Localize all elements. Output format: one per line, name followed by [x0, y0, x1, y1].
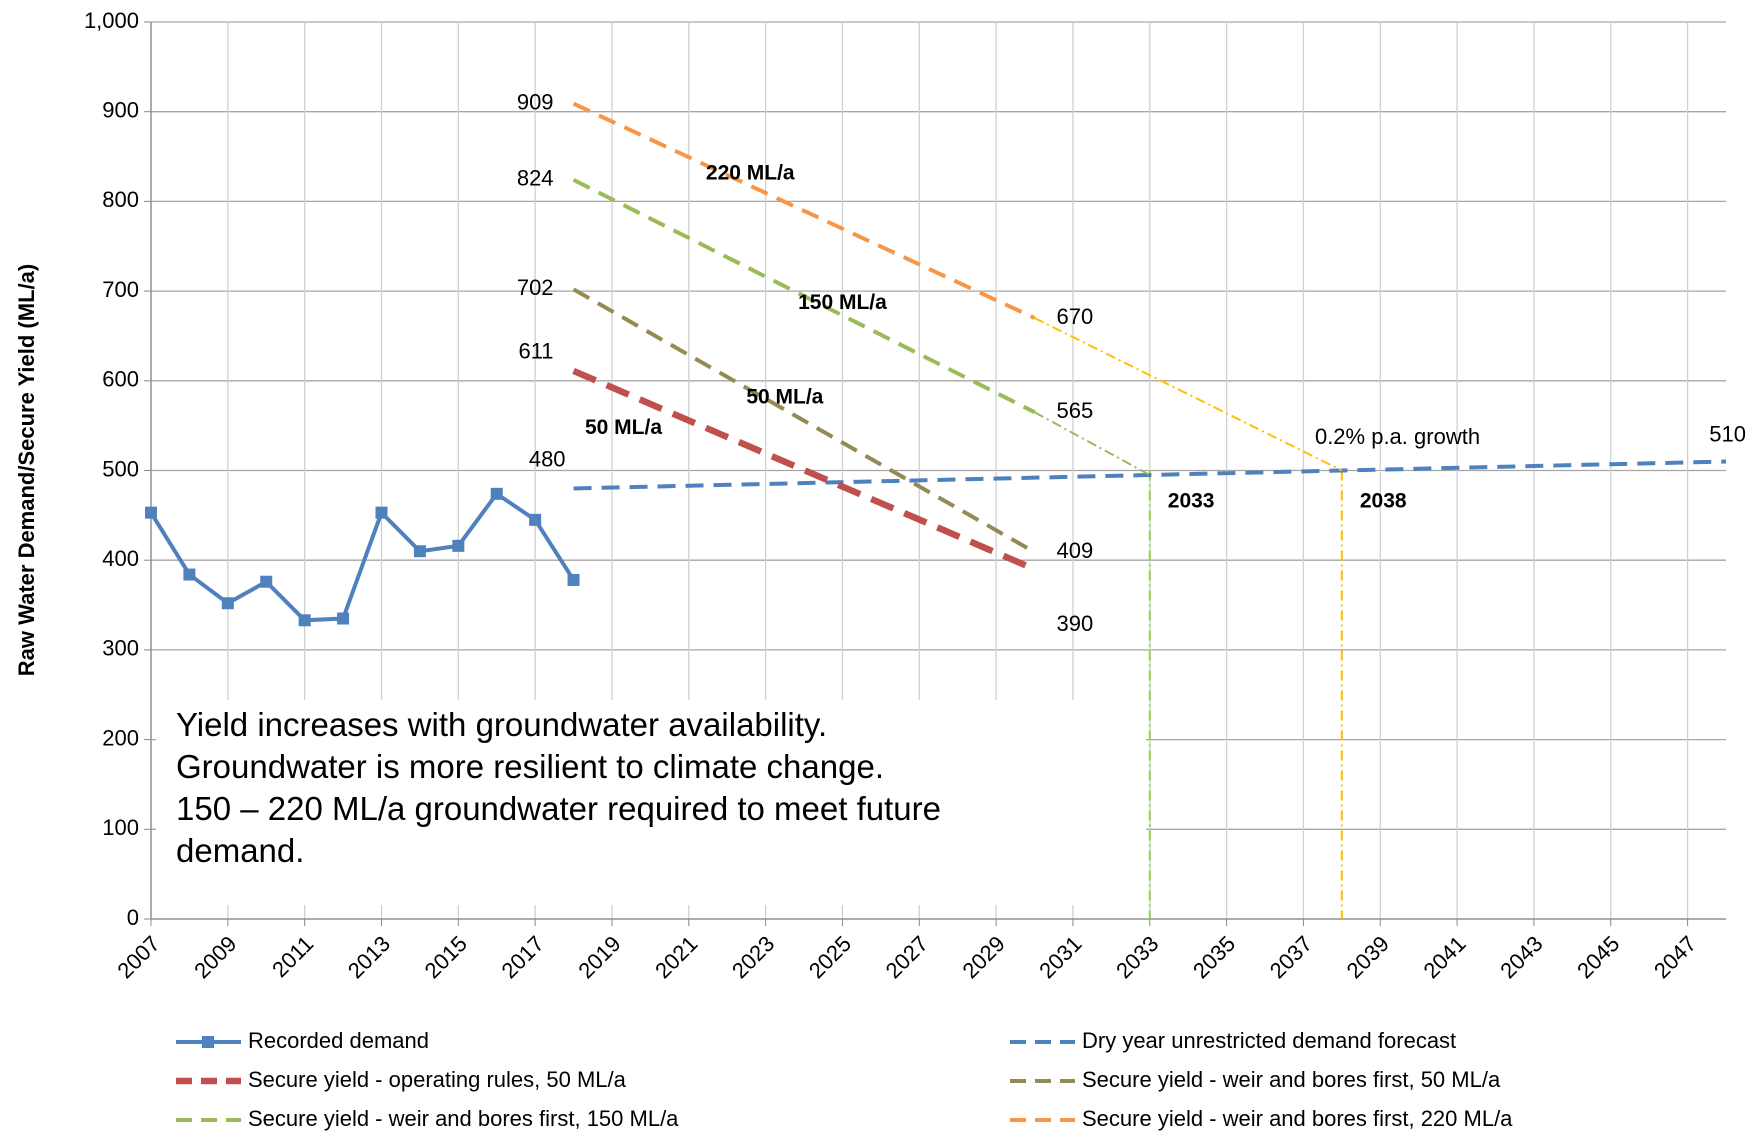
value-label: 702 — [517, 275, 554, 300]
text-box-line: Groundwater is more resilient to climate… — [176, 748, 884, 785]
text-box-line: demand. — [176, 832, 304, 869]
x-tick-label: 2023 — [727, 931, 779, 983]
legend-label: Secure yield - weir and bores first, 150… — [248, 1106, 679, 1131]
legend-label: Secure yield - operating rules, 50 ML/a — [248, 1067, 627, 1092]
rate-label: 50 ML/a — [585, 416, 662, 439]
y-tick-label: 500 — [102, 456, 139, 481]
rate-label: 0.2% p.a. growth — [1315, 424, 1480, 449]
legend-swatch-marker — [202, 1036, 214, 1048]
y-tick-label: 700 — [102, 277, 139, 302]
value-label: 480 — [529, 446, 566, 471]
value-label: 565 — [1057, 398, 1094, 423]
x-tick-label: 2013 — [343, 931, 395, 983]
x-tick-label: 2043 — [1495, 931, 1547, 983]
y-tick-label: 100 — [102, 815, 139, 840]
series-line — [572, 178, 1036, 414]
x-tick-label: 2037 — [1265, 931, 1317, 983]
y-tick-label: 300 — [102, 636, 139, 661]
legend-label: Recorded demand — [248, 1028, 429, 1053]
data-point — [413, 545, 426, 558]
y-tick-label: 200 — [102, 725, 139, 750]
x-tick-label: 2027 — [881, 931, 933, 983]
rate-label: 50 ML/a — [746, 385, 823, 408]
legend-label: Dry year unrestricted demand forecast — [1082, 1028, 1456, 1053]
text-box-line: Yield increases with groundwater availab… — [176, 706, 827, 743]
value-label: 409 — [1057, 538, 1094, 563]
series-line — [572, 367, 1036, 573]
x-tick-label: 2039 — [1342, 931, 1394, 983]
data-point — [260, 575, 273, 588]
rate-label: 220 ML/a — [706, 161, 795, 184]
x-tick-label: 2009 — [189, 931, 241, 983]
y-tick-label: 1,000 — [84, 8, 139, 33]
x-tick-label: 2019 — [573, 931, 625, 983]
y-tick-label: 600 — [102, 367, 139, 392]
x-tick-label: 2007 — [112, 931, 164, 983]
legend-label: Secure yield - weir and bores first, 220… — [1082, 1106, 1513, 1131]
series-line — [149, 491, 576, 623]
x-tick-label: 2045 — [1572, 931, 1624, 983]
data-point — [375, 506, 388, 519]
series-line — [573, 459, 1727, 491]
x-tick-label: 2025 — [804, 931, 856, 983]
text-box-line: 150 – 220 ML/a groundwater required to m… — [176, 790, 941, 827]
data-point — [529, 513, 542, 526]
x-tick-label: 2015 — [420, 931, 472, 983]
x-tick-label: 2047 — [1649, 931, 1701, 983]
text-box — [156, 700, 1146, 905]
data-point — [221, 597, 234, 610]
data-point — [490, 487, 503, 500]
x-tick-label: 2011 — [267, 931, 318, 982]
rate-label: 150 ML/a — [798, 291, 887, 314]
x-tick-label: 2041 — [1418, 931, 1470, 983]
y-axis-label: Raw Water Demand/Secure Yield (ML/a) — [14, 264, 39, 676]
series-line — [572, 101, 1036, 320]
series-extension — [1034, 411, 1151, 476]
legend-label: Secure yield - weir and bores first, 50 … — [1082, 1067, 1501, 1092]
x-tick-label: 2017 — [496, 931, 548, 983]
x-tick-label: 2031 — [1034, 931, 1086, 983]
value-label: 611 — [518, 339, 553, 364]
data-point — [337, 612, 350, 625]
year-marker-label: 2038 — [1360, 489, 1407, 512]
y-tick-label: 800 — [102, 187, 139, 212]
data-point — [183, 568, 196, 581]
data-point — [298, 614, 311, 627]
year-marker-label: 2033 — [1168, 489, 1215, 512]
value-label: 909 — [517, 89, 554, 114]
x-tick-label: 2029 — [957, 931, 1009, 983]
x-tick-label: 2033 — [1111, 931, 1163, 983]
data-point — [567, 573, 580, 586]
y-tick-label: 400 — [102, 546, 139, 571]
data-point — [145, 506, 157, 519]
series-extension — [1034, 317, 1343, 472]
value-label: 824 — [517, 166, 554, 191]
value-label: 670 — [1057, 304, 1094, 329]
y-tick-label: 0 — [127, 905, 139, 930]
series-line — [572, 287, 1036, 554]
value-label: 390 — [1057, 611, 1094, 636]
data-point — [452, 539, 465, 552]
x-tick-label: 2021 — [650, 931, 702, 983]
x-tick-label: 2035 — [1188, 931, 1240, 983]
value-label: 510 — [1709, 421, 1746, 446]
y-tick-label: 900 — [102, 98, 139, 123]
